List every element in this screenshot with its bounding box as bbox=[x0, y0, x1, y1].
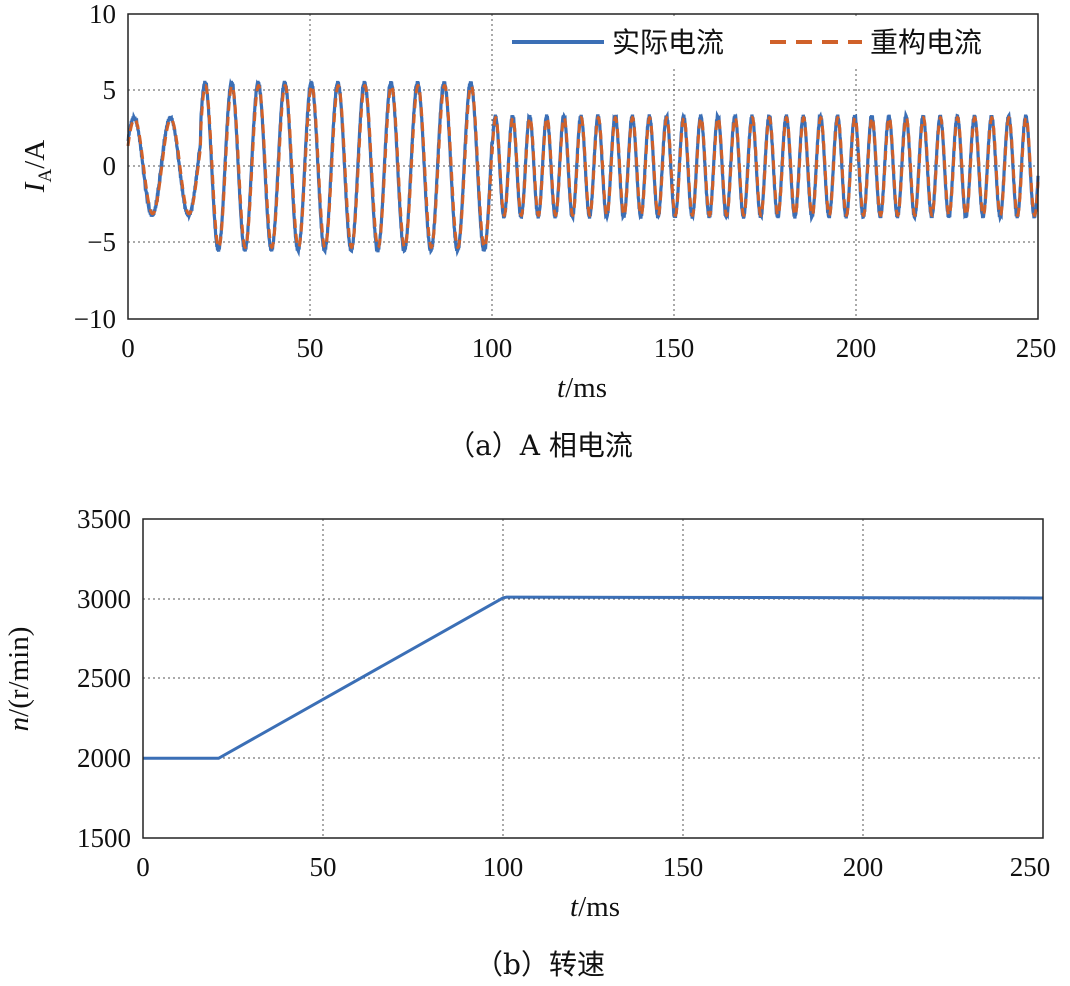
chart-a-xtick-label: 0 bbox=[121, 333, 135, 363]
chart-a-ylabel-unit: /A bbox=[19, 140, 51, 169]
chart-a-xlabel-var: t bbox=[557, 372, 566, 404]
chart-a-xlabel: t/ms bbox=[557, 372, 607, 404]
chart-b-ylabel: n/(r/min) bbox=[3, 627, 35, 732]
chart-a-xtick-label: 100 bbox=[472, 333, 513, 363]
chart-a-legend: 实际电流 重构电流 bbox=[500, 18, 1032, 68]
chart-b-ytick-label: 3000 bbox=[77, 584, 131, 614]
legend-label-reconstructed: 重构电流 bbox=[870, 26, 982, 59]
chart-b-ytick-label: 2000 bbox=[77, 743, 131, 773]
chart-b-xlabel-unit: /ms bbox=[578, 891, 620, 923]
chart-a-ylabel-sub: A bbox=[35, 169, 56, 183]
chart-b-xtick-label: 200 bbox=[843, 852, 884, 882]
chart-a-plot-frame bbox=[127, 13, 1039, 320]
series-line-reconstructed-current bbox=[126, 83, 1040, 250]
series-line-speed bbox=[143, 595, 1044, 760]
chart-b-xtick-label: 0 bbox=[136, 852, 150, 882]
chart-b-xtick-label: 50 bbox=[310, 852, 337, 882]
chart-a-xtick-label: 250 bbox=[1016, 333, 1057, 363]
chart-b-ytick-label: 3500 bbox=[77, 504, 131, 534]
chart-a-curves bbox=[126, 78, 1040, 258]
chart-a-current: 10 5 0 −5 −10 0 50 100 150 200 250 t/ms … bbox=[19, 0, 1056, 462]
chart-a-xtick-label: 50 bbox=[297, 333, 324, 363]
chart-a-ytick-label: 10 bbox=[89, 0, 116, 29]
chart-b-xtick-label: 250 bbox=[1010, 852, 1051, 882]
chart-a-caption: （a）A 相电流 bbox=[447, 429, 633, 462]
chart-a-xtick-label: 200 bbox=[836, 333, 877, 363]
chart-a-ytick-label: 0 bbox=[103, 151, 117, 181]
chart-b-ytick-label: 2500 bbox=[77, 663, 131, 693]
chart-b-ylabel-var: n bbox=[3, 717, 35, 732]
chart-b-plot-frame bbox=[142, 518, 1044, 839]
chart-b-xtick-label: 100 bbox=[483, 852, 524, 882]
chart-b-xlabel: t/ms bbox=[570, 891, 620, 923]
chart-a-xlabel-unit: /ms bbox=[565, 372, 607, 404]
chart-b-caption: （b）转速 bbox=[475, 948, 605, 981]
chart-a-xtick-label: 150 bbox=[654, 333, 695, 363]
chart-a-ylabel-var: I bbox=[19, 181, 51, 193]
chart-b-curves bbox=[143, 595, 1044, 760]
chart-b-grid bbox=[143, 519, 1043, 838]
legend-label-actual: 实际电流 bbox=[612, 26, 724, 59]
chart-b-xlabel-var: t bbox=[570, 891, 579, 923]
chart-b-speed: 3500 3000 2500 2000 1500 0 50 100 150 20… bbox=[3, 504, 1050, 981]
chart-b-xtick-label: 150 bbox=[663, 852, 704, 882]
chart-b-ylabel-unit: /(r/min) bbox=[3, 627, 35, 717]
chart-a-ylabel: IA/A bbox=[19, 140, 56, 193]
chart-b-ytick-label: 1500 bbox=[77, 823, 131, 853]
chart-a-ytick-label: 5 bbox=[103, 75, 117, 105]
chart-a-ytick-label: −5 bbox=[87, 227, 116, 257]
chart-a-ytick-label: −10 bbox=[74, 304, 116, 334]
